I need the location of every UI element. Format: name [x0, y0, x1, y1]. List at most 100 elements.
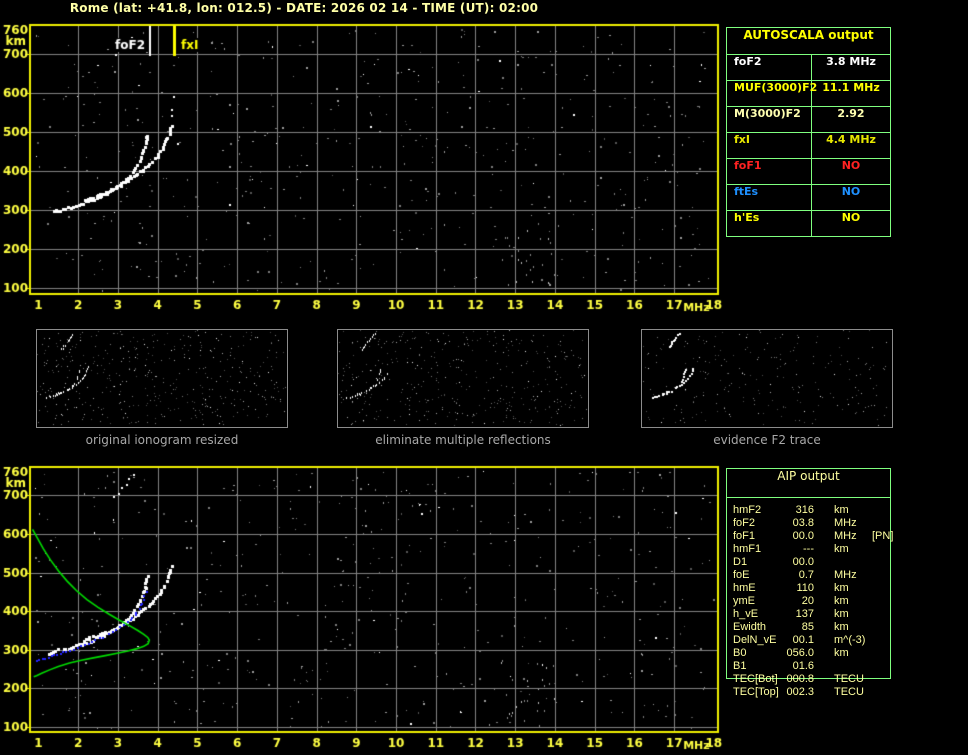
- parameter-label: hmF2: [733, 504, 762, 516]
- parameter-extra: [872, 608, 890, 621]
- parameter-unit: km: [834, 621, 849, 633]
- parameter-value: 056.0: [786, 647, 814, 659]
- thumbnail-original-ionogram: [36, 329, 288, 428]
- parameter-unit: km: [834, 582, 849, 594]
- parameter-label: ymE: [733, 595, 755, 607]
- thumbnail-caption: original ionogram resized: [85, 433, 239, 447]
- aip-rows: hmF2 316 km foF2 03.8 MHz foF1 00.0 MHz [PN] hmF1 -…: [727, 504, 893, 699]
- parameter-label: Ewidth: [733, 621, 767, 633]
- spacer: [814, 582, 834, 595]
- parameter-value: 0.7: [798, 569, 814, 581]
- parameter-unit: km: [834, 504, 849, 516]
- spacer: [814, 569, 834, 582]
- parameter-extra: [872, 543, 890, 556]
- parameter-extra: [872, 595, 890, 608]
- parameter-value: 00.0: [792, 556, 814, 568]
- parameter-unit: [834, 556, 872, 569]
- parameter-label: foF1: [727, 159, 812, 184]
- parameter-unit: TECU: [834, 673, 864, 685]
- autoscala-table-title: AUTOSCALA output: [743, 28, 874, 42]
- autoscala-row: fxI 4.4 MHz: [727, 132, 890, 158]
- parameter-label: foE: [733, 569, 750, 581]
- autoscala-row: ftEs NO: [727, 184, 890, 210]
- ionogram-plot-bottom-with-profile: [0, 452, 740, 755]
- parameter-label: foF2: [733, 517, 756, 529]
- parameter-extra: [872, 504, 890, 517]
- parameter-unit: km: [834, 543, 849, 555]
- parameter-value: 000.8: [786, 673, 814, 685]
- parameter-unit: km: [834, 647, 849, 659]
- parameter-label: ftEs: [727, 185, 812, 210]
- parameter-value: NO: [841, 211, 861, 224]
- aip-row: Ewidth 85 km: [727, 621, 890, 634]
- spacer: [814, 530, 834, 543]
- spacer: [814, 608, 834, 621]
- ionogram-plot-top: [0, 14, 740, 314]
- parameter-value: NO: [841, 159, 861, 172]
- parameter-label: M(3000)F2: [727, 107, 812, 132]
- aip-table-title: AIP output: [727, 469, 890, 498]
- autoscala-output-table: AUTOSCALA output foF2 3.8 MHz MUF(3000)F2 1…: [726, 27, 891, 237]
- parameter-label: fxI: [727, 133, 812, 158]
- autoscala-rows: foF2 3.8 MHz MUF(3000)F2 11.1 MHz M(3000)F2 2…: [727, 54, 890, 236]
- aip-row: TEC[Top] 002.3 TECU: [727, 686, 890, 699]
- parameter-unit: MHz: [834, 569, 857, 581]
- spacer: [814, 556, 834, 569]
- parameter-value: 00.1: [792, 634, 814, 646]
- autoscala-row: foF2 3.8 MHz: [727, 54, 890, 80]
- spacer: [814, 595, 834, 608]
- parameter-value: NO: [841, 185, 861, 198]
- parameter-extra: [872, 647, 890, 660]
- parameter-unit: m^(-3): [834, 634, 866, 646]
- parameter-extra: [872, 673, 890, 686]
- spacer: [814, 647, 834, 660]
- aip-row: h_vE 137 km: [727, 608, 890, 621]
- spacer: [814, 686, 834, 699]
- parameter-value: 137: [795, 608, 814, 620]
- parameter-unit: TECU: [834, 686, 864, 698]
- spacer: [814, 660, 834, 673]
- aip-row: ymE 20 km: [727, 595, 890, 608]
- parameter-unit: MHz: [834, 517, 857, 529]
- thumbnail-caption: eliminate multiple reflections: [375, 433, 551, 447]
- parameter-value: 00.0: [792, 530, 814, 542]
- aip-row: foE 0.7 MHz: [727, 569, 890, 582]
- parameter-extra: [872, 686, 890, 699]
- aip-row: foF1 00.0 MHz [PN]: [727, 530, 893, 543]
- parameter-label: TEC[Top]: [733, 686, 779, 698]
- parameter-value: 2.92: [837, 107, 865, 120]
- aip-row: foF2 03.8 MHz: [727, 517, 890, 530]
- aip-row: D1 00.0: [727, 556, 890, 569]
- spacer: [814, 517, 834, 530]
- parameter-value: 002.3: [786, 686, 814, 698]
- parameter-label: TEC[Bot]: [733, 673, 778, 685]
- parameter-label: foF2: [727, 55, 812, 80]
- parameter-value: 4.4 MHz: [826, 133, 876, 146]
- parameter-label: B1: [733, 660, 747, 672]
- autoscala-row: foF1 NO: [727, 158, 890, 184]
- parameter-label: D1: [733, 556, 748, 568]
- parameter-value: 3.8 MHz: [826, 55, 876, 68]
- thumbnail-caption: evidence F2 trace: [713, 433, 821, 447]
- parameter-value: 20: [801, 595, 814, 607]
- parameter-value: 316: [795, 504, 814, 516]
- parameter-extra: [872, 621, 890, 634]
- parameter-extra: [872, 634, 890, 647]
- parameter-label: h_vE: [733, 608, 759, 620]
- aip-row: hmF1 --- km: [727, 543, 890, 556]
- parameter-value: 11.1 MHz: [822, 81, 880, 94]
- aip-row: hmE 110 km: [727, 582, 890, 595]
- parameter-label: h'Es: [727, 211, 812, 236]
- page-title: Rome (lat: +41.8, lon: 012.5) - DATE: 20…: [69, 1, 539, 15]
- parameter-label: DelN_vE: [733, 634, 777, 646]
- parameter-label: B0: [733, 647, 747, 659]
- aip-row: B0 056.0 km: [727, 647, 890, 660]
- parameter-extra: [872, 517, 890, 530]
- autoscala-row: h'Es NO: [727, 210, 890, 236]
- spacer: [814, 504, 834, 517]
- parameter-label: foF1: [733, 530, 756, 542]
- parameter-value: 01.6: [792, 660, 814, 672]
- parameter-value: ---: [803, 543, 814, 555]
- parameter-extra: [872, 569, 890, 582]
